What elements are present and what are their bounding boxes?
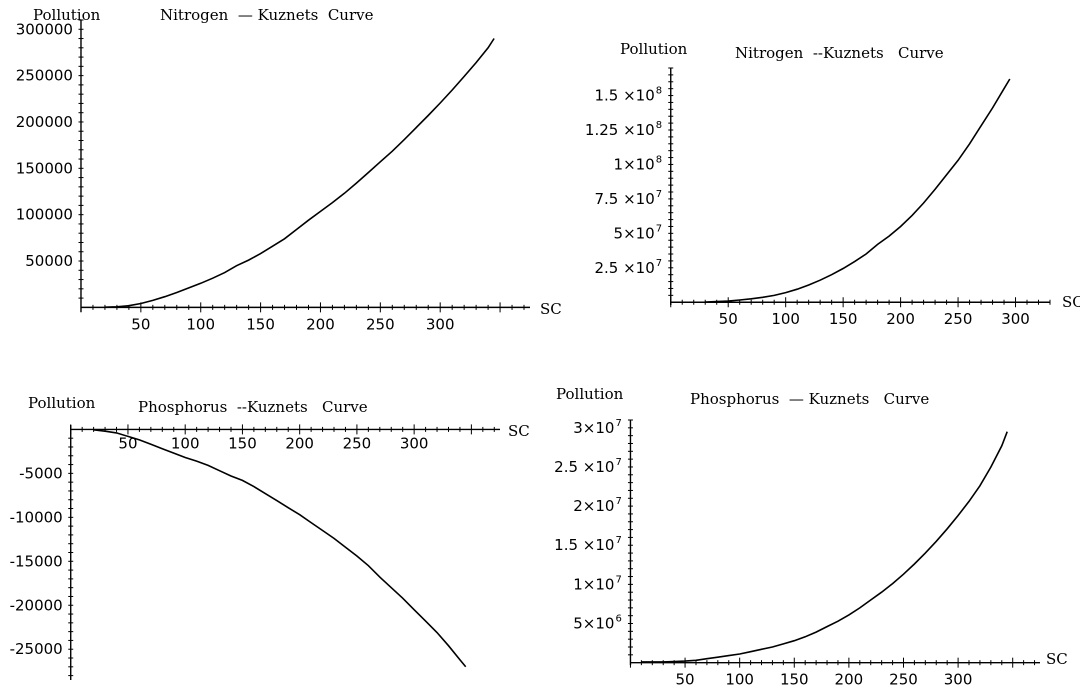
x-tick-label: 50: [676, 671, 695, 687]
y-tick-label: 200000: [16, 113, 73, 131]
y-tick-label: 1×10: [573, 575, 614, 593]
x-tick-label: 300: [426, 315, 455, 333]
x-tick-label: 300: [944, 671, 973, 687]
x-axis-label: SC: [1062, 293, 1080, 311]
y-tick-exponent: 7: [656, 223, 662, 234]
x-tick-label: 100: [771, 310, 800, 328]
x-tick-label: 100: [725, 671, 754, 687]
y-tick-label: -20000: [10, 596, 63, 614]
kuznets-curve-line: [641, 431, 1008, 663]
y-tick-exponent: 7: [656, 258, 662, 269]
y-tick-label: -10000: [10, 508, 63, 526]
y-tick-exponent: 7: [656, 189, 662, 200]
y-tick-label: 5×10: [614, 224, 655, 242]
x-tick-label: 200: [835, 671, 864, 687]
x-tick-label: 150: [829, 310, 858, 328]
y-tick-label: 2×10: [573, 497, 614, 515]
kuznets-curve-line: [104, 38, 495, 308]
chart-title: Nitrogen --Kuznets Curve: [735, 44, 944, 62]
x-tick-label: 150: [228, 434, 257, 452]
y-tick-label: 1.25 ×10: [585, 121, 655, 139]
chart-title: Nitrogen — Kuznets Curve: [160, 6, 374, 24]
y-tick-exponent: 7: [615, 418, 621, 429]
x-tick-label: 250: [889, 671, 918, 687]
panel-phosphorus-kuznets-1: 50 100 150 200 250 300 -5000 -10000 -15000 -20000…: [10, 394, 530, 680]
y-axis-label: Pollution: [28, 394, 96, 412]
y-tick-label: 3×10: [573, 419, 614, 437]
y-tick-label: 50000: [25, 252, 73, 270]
y-tick-label: 150000: [16, 159, 73, 177]
x-tick-label: 50: [719, 310, 738, 328]
y-tick-exponent: 7: [615, 457, 621, 468]
y-tick-label: -25000: [10, 640, 63, 658]
y-tick-label: 300000: [16, 20, 73, 38]
x-tick-label: 200: [886, 310, 915, 328]
x-tick-label: 150: [246, 315, 275, 333]
y-tick-exponent: 8: [656, 120, 662, 131]
y-tick-label: 100000: [16, 206, 73, 224]
x-tick-label: 300: [400, 434, 429, 452]
kuznets-curve-line: [705, 78, 1011, 303]
x-tick-label: 50: [131, 315, 150, 333]
x-tick-label: 250: [343, 434, 372, 452]
x-tick-label: 250: [366, 315, 395, 333]
y-tick-label: -15000: [10, 552, 63, 570]
x-axis-label: SC: [540, 300, 562, 318]
y-tick-label: -5000: [19, 464, 63, 482]
chart-title: Phosphorus --Kuznets Curve: [138, 398, 368, 416]
y-tick-label: 2.5 ×10: [554, 458, 614, 476]
chart-title: Phosphorus — Kuznets Curve: [690, 390, 929, 408]
y-tick-exponent: 7: [615, 574, 621, 585]
x-tick-label: 50: [118, 434, 137, 452]
y-tick-exponent: 8: [656, 154, 662, 165]
y-tick-label: 1×10: [614, 155, 655, 173]
y-tick-exponent: 7: [615, 535, 621, 546]
kuznets-curve-line: [93, 429, 467, 668]
x-tick-label: 200: [306, 315, 335, 333]
y-tick-exponent: 8: [656, 86, 662, 97]
panel-nitrogen-kuznets-1: 50 100 150 200 250 300 50000 100000 150000 200000…: [16, 6, 562, 333]
y-tick-exponent: 6: [615, 614, 621, 625]
x-tick-label: 100: [171, 434, 200, 452]
x-axis-label: SC: [1046, 650, 1068, 668]
y-axis-label: Pollution: [33, 6, 101, 24]
y-tick-label: 250000: [16, 67, 73, 85]
y-axis-label: Pollution: [556, 385, 624, 403]
y-tick-label: 7.5 ×10: [594, 190, 654, 208]
x-tick-label: 300: [1001, 310, 1030, 328]
y-axis-label: Pollution: [620, 40, 688, 58]
y-tick-label: 1.5 ×10: [554, 536, 614, 554]
y-tick-label: 2.5 ×10: [594, 259, 654, 277]
x-tick-label: 250: [944, 310, 973, 328]
x-tick-label: 100: [186, 315, 215, 333]
x-tick-label: 150: [780, 671, 809, 687]
x-axis-label: SC: [508, 422, 530, 440]
x-tick-label: 200: [285, 434, 314, 452]
y-tick-exponent: 7: [615, 496, 621, 507]
y-tick-label: 5×10: [573, 615, 614, 633]
y-tick-label: 1.5 ×10: [594, 87, 654, 105]
